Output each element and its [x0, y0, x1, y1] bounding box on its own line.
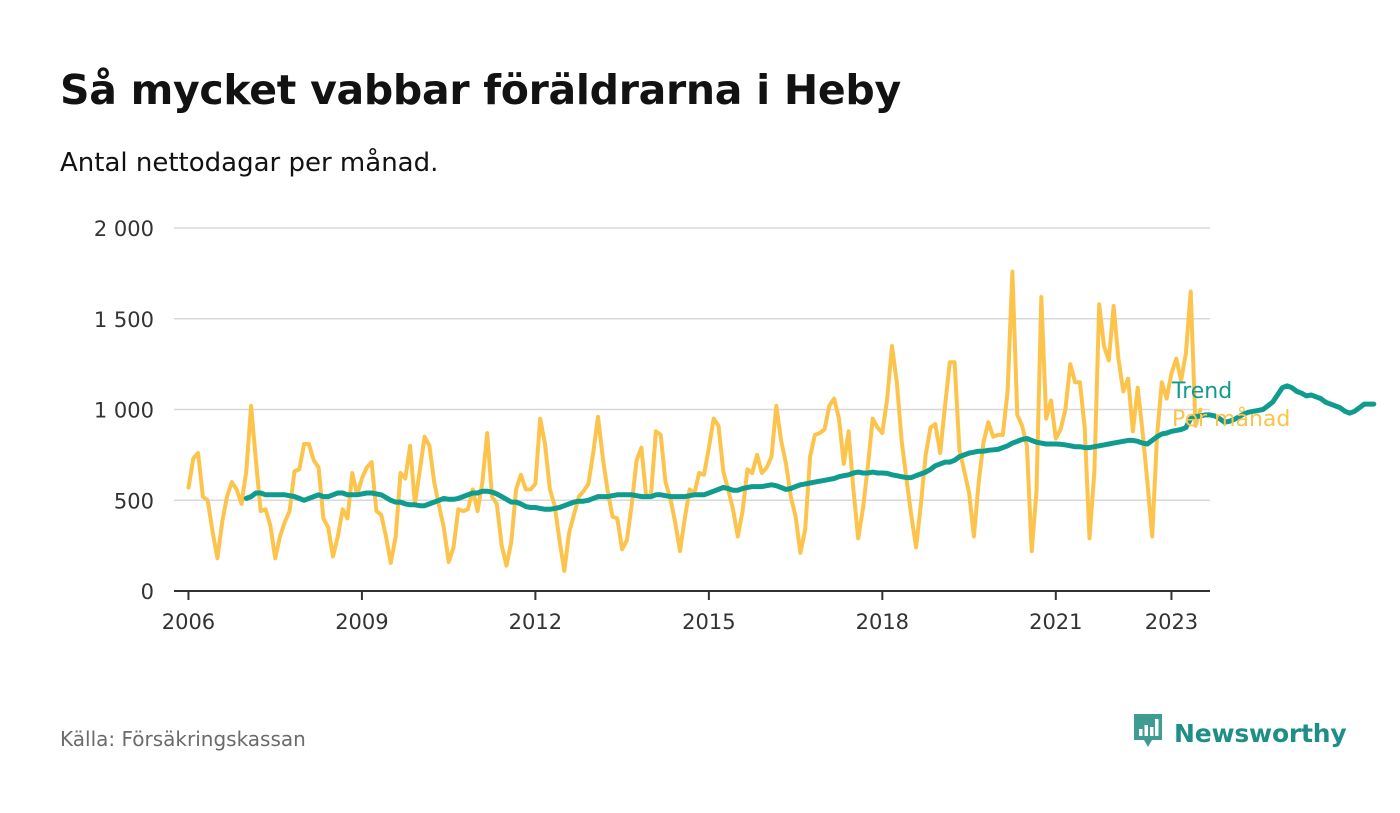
x-tick-label: 2021 — [1029, 610, 1082, 634]
x-tick-label: 2018 — [856, 610, 909, 634]
legend-label-monthly: Per månad — [1172, 406, 1290, 432]
x-tick-label: 2023 — [1145, 610, 1198, 634]
x-tick-label: 2006 — [162, 610, 215, 634]
y-tick-labels: 0 500 1 000 1 500 2 000 — [94, 217, 154, 604]
x-tick-labels: 2006 2009 2012 2015 2018 2021 2023 — [162, 590, 1210, 634]
y-tick-label: 2 000 — [94, 217, 154, 241]
chart-subtitle: Antal nettodagar per månad. — [60, 148, 439, 178]
brand-name: Newsworthy — [1174, 718, 1347, 748]
grid-lines — [174, 227, 1210, 501]
brand-logo[interactable]: Newsworthy — [1132, 712, 1347, 754]
legend-label-trend: Trend — [1171, 379, 1232, 404]
trend-series-line — [243, 383, 1377, 512]
bar-chart-speech-bubble-icon — [1132, 712, 1164, 754]
x-tick-label: 2012 — [509, 610, 562, 634]
y-tick-label: 500 — [114, 489, 154, 513]
source-note: Källa: Försäkringskassan — [60, 727, 306, 751]
x-tick-label: 2015 — [682, 610, 735, 634]
x-tick-label: 2009 — [335, 610, 388, 634]
y-tick-label: 0 — [141, 580, 154, 604]
monthly-series-line — [186, 269, 1203, 573]
series-lines — [186, 269, 1377, 573]
chart-title: Så mycket vabbar föräldrarna i Heby — [60, 66, 901, 114]
y-tick-label: 1 500 — [94, 308, 154, 332]
y-tick-label: 1 000 — [94, 399, 154, 423]
